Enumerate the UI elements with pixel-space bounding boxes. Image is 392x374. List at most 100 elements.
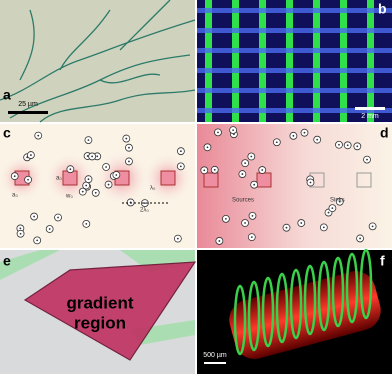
particle-dot — [94, 191, 97, 194]
particle-dot — [241, 173, 244, 175]
particle-dot — [125, 137, 128, 140]
particle-dot — [105, 166, 108, 168]
particle-dot — [253, 183, 256, 186]
particle-dot — [29, 154, 32, 156]
ring — [289, 268, 303, 340]
panel-label: e — [3, 253, 11, 269]
particle-dot — [261, 169, 264, 171]
particle-dot — [57, 216, 59, 219]
particle-dot — [19, 227, 22, 230]
particle-dot — [48, 228, 51, 230]
particle-dot — [179, 165, 182, 168]
ring — [247, 280, 261, 352]
panel-d: Sources Sinks d — [197, 124, 392, 248]
particle-dot — [81, 190, 84, 193]
annotation: w₀ — [65, 194, 73, 200]
stripe — [197, 108, 392, 113]
annotation: 2λ₀ — [140, 208, 149, 214]
particle-dot — [206, 146, 209, 149]
stripe — [340, 0, 347, 122]
annotation: Sources — [232, 198, 254, 204]
stripe — [205, 0, 212, 122]
ring — [233, 284, 247, 356]
particle-dot — [27, 178, 29, 181]
annotation: a₀ — [12, 193, 18, 199]
particle-dot — [33, 215, 36, 218]
particle-dot — [85, 184, 88, 187]
particle-dot — [232, 129, 235, 132]
ring — [317, 260, 331, 332]
particle-dot — [37, 134, 40, 137]
particle-dot — [309, 181, 312, 184]
particle-dot — [303, 131, 306, 134]
particle-dot — [322, 226, 325, 229]
panel-label: f — [380, 253, 385, 269]
particle-dot — [316, 138, 319, 141]
panel-a: 25 µm a — [0, 0, 196, 123]
annotation: Sinks — [330, 198, 345, 204]
stripe — [197, 88, 392, 93]
ring — [303, 264, 317, 336]
ring — [359, 248, 373, 320]
ring — [275, 272, 289, 344]
particle-dot — [86, 155, 89, 157]
stripe — [197, 48, 392, 53]
particle-dot — [244, 162, 247, 165]
particle-dot — [213, 168, 216, 171]
scale-bar-label: 2 mm — [361, 113, 379, 120]
particle-dot — [327, 211, 330, 214]
stripe — [286, 0, 293, 122]
particle-dot — [203, 169, 206, 172]
particle-dot — [91, 155, 94, 158]
panel-label: b — [378, 1, 387, 17]
stripe — [232, 0, 239, 122]
particle-dot — [115, 174, 118, 176]
particle-dot — [292, 134, 295, 137]
particle-dot — [69, 168, 72, 171]
particle-dot — [13, 175, 16, 178]
particle-dot — [96, 155, 99, 158]
particle-dot — [285, 226, 288, 229]
particle-dot — [87, 139, 90, 142]
ring — [261, 276, 275, 348]
annotation: region — [74, 313, 126, 332]
particle-dot — [251, 214, 254, 217]
particle-dot — [331, 207, 334, 210]
particle-dot — [128, 146, 130, 149]
particle-dot — [359, 237, 361, 240]
panel-label: c — [3, 125, 11, 141]
particle-dot — [217, 131, 219, 134]
particle-dot — [250, 236, 253, 239]
ring — [331, 256, 345, 328]
particle-dot — [176, 237, 179, 240]
particle-dot — [346, 144, 349, 147]
particle-dot — [143, 202, 146, 205]
panel-b: 2 mm b — [197, 0, 392, 122]
particle-dot — [85, 223, 88, 225]
panel-label: d — [380, 125, 389, 141]
particle-dot — [87, 178, 90, 181]
annotation: λ₀ — [150, 186, 156, 192]
particle-dot — [218, 240, 221, 242]
particle-dot — [19, 232, 22, 235]
particle-dot — [338, 143, 340, 146]
panel-c: a₀ a₀ w₀ λ₀ 2λ₀ c — [0, 124, 195, 248]
particle-dot — [338, 200, 341, 203]
stripe — [197, 68, 392, 73]
particle-dot — [300, 222, 303, 224]
panel-f: 500 µm f — [197, 248, 392, 374]
particle-dot — [356, 145, 359, 148]
particle-dot — [250, 155, 253, 158]
particle-dot — [371, 225, 374, 228]
stripe — [313, 0, 320, 122]
ring — [345, 252, 359, 324]
annotation: gradient — [66, 293, 133, 312]
particle-dot — [224, 217, 227, 220]
particle-dot — [366, 158, 368, 161]
particle-dot — [275, 141, 278, 144]
particle-dot — [107, 183, 110, 186]
particle-dot — [244, 222, 246, 224]
scale-bar-label: 25 µm — [18, 101, 38, 108]
stripe — [367, 0, 374, 122]
